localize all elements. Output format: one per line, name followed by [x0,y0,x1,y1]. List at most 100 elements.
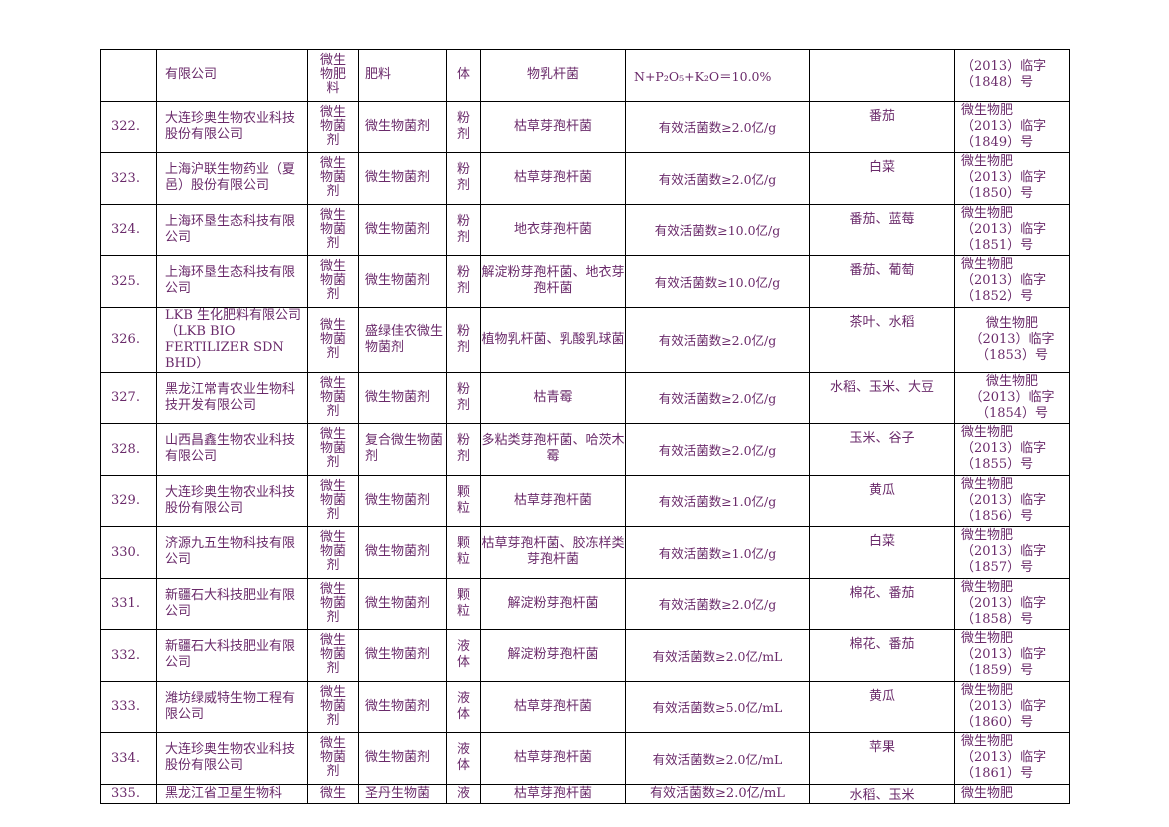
company-name: 大连珍奥生物农业科技股份有限公司 [165,110,296,142]
cell-strain: 枯青霉 [480,371,626,424]
category-line: 物菌 [319,647,346,663]
form-line: 粉 [456,381,470,397]
cell-product: 微生物菌剂 [358,152,447,205]
cell-form: 液体 [446,629,481,682]
cert-line: （2013）临字 [961,750,1047,766]
cert-line: （1858）号 [961,611,1034,627]
cell-indicator: 有效活菌数≥2.0亿/g [625,423,810,476]
cert-line: 微生物肥 [961,734,1014,750]
cert-line: （1860）号 [961,714,1034,730]
table-row: 331. 新疆石大科技肥业有限公司 微生 物菌剂微生物菌剂颗粒解淀粉芽孢杆菌 有效活菌数… [100,577,1070,630]
category-line: 剂 [326,455,340,471]
form-line: 粒 [456,500,470,516]
cell-product: 肥料 [358,49,447,102]
cell-category: 微生 物菌剂 [307,255,359,308]
form-line: 粉 [456,433,470,449]
cert-line: 微生物肥 [961,682,1014,698]
cell-category: 微生 物菌剂 [307,680,359,733]
cert-line: （1856）号 [961,508,1034,524]
indicator-text: 有效活菌数≥10.0亿/g [654,223,781,239]
company-name: LKB 生化肥料有限公司（LKB BIO FERTILIZER SDN BHD） [165,307,302,371]
company-name: 黑龙江省卫星生物科 [165,786,283,801]
cell-no: 331. [100,577,157,630]
indicator-text: 有效活菌数≥2.0亿/g [658,391,777,407]
category-line: 物菌 [319,221,346,237]
cert-line: 微生物肥 [985,315,1038,331]
cell-no: 328. [100,423,157,476]
cell-product: 微生物菌剂 [358,680,447,733]
cert-line: （1857）号 [961,560,1034,576]
cell-category: 微生 物菌剂 [307,577,359,630]
form-line: 液 [456,690,470,706]
category-line: 微生 [319,633,346,649]
company-name: 黑龙江常青农业生物科技开发有限公司 [165,381,296,413]
cell-strain: 植物乳杆菌、乳酸乳球菌 [480,306,626,373]
cell-category: 微生 物菌剂 [307,423,359,476]
category-line: 微生 [319,207,346,223]
cell-company: 潍坊绿威特生物工程有限公司 [156,680,308,733]
form-line: 粒 [456,603,470,619]
cell-product: 微生物菌剂 [358,255,447,308]
product-name: 微生物菌剂 [365,544,431,560]
category-line: 微生 [319,53,346,69]
cell-no: 324. [100,203,157,256]
row-number: 327. [111,390,140,406]
cell-no: 335. [100,783,157,804]
cell-crop: 玉米、谷子 [809,423,955,476]
indicator-text: 有效活菌数≥2.0亿/g [658,120,777,136]
cell-product: 圣丹生物菌 [358,783,447,804]
cert-line: 微生物肥 [961,257,1014,273]
category-line: 剂 [326,132,340,148]
cell-category: 微生 物菌剂 [307,152,359,205]
category-line: 物菌 [319,118,346,134]
cell-form: 颗粒 [446,577,481,630]
table-row: 329. 大连珍奥生物农业科技股份有限公司 微生 物菌剂微生物菌剂颗粒枯草芽孢杆菌 有效… [100,474,1070,527]
form-line: 粉 [456,265,470,281]
cell-category: 微生 物菌剂 [307,203,359,256]
row-number: 331. [111,596,140,612]
form-line: 粉 [456,323,470,339]
cell-company: LKB 生化肥料有限公司（LKB BIO FERTILIZER SDN BHD） [156,306,308,373]
cell-product: 复合微生物菌剂 [358,423,447,476]
cert-line: （2013）临字 [969,389,1055,405]
cell-indicator: 有效活菌数≥2.0亿/mL [625,732,810,785]
company-name: 济源九五生物科技有限公司 [165,536,296,568]
row-number: 325. [111,273,140,289]
category-line: 剂 [326,287,340,303]
crop-text: 茶叶、水稻 [849,314,915,330]
strain-name: 枯草芽孢杆菌 [513,118,592,134]
cell-indicator: 有效活菌数≥2.0亿/g [625,371,810,424]
product-name: 盛绿佳农微生物菌剂 [365,323,444,355]
cell-strain: 枯草芽孢杆菌 [480,732,626,785]
row-number: 324. [111,222,140,238]
cert-line: （2013）临字 [961,647,1047,663]
cell-cert: 微生物肥 （2013）临字 （1849）号 [954,100,1070,153]
category-line: 微生 [319,259,346,275]
cell-form: 液体 [446,732,481,785]
cell-cert: （2013）临字 （1848）号 [954,49,1070,102]
cell-company: 有限公司 [156,49,308,102]
product-name: 微生物菌剂 [365,492,431,508]
cell-product: 盛绿佳农微生物菌剂 [358,306,447,373]
company-name: 大连珍奥生物农业科技股份有限公司 [165,742,296,774]
cell-category: 微生 物菌剂 [307,100,359,153]
product-name: 微生物菌剂 [365,273,431,289]
cell-company: 济源九五生物科技有限公司 [156,526,308,579]
indicator-text: 有效活菌数≥5.0亿/mL [652,700,783,716]
crop-text: 番茄、葡萄 [849,263,915,278]
category-line: 物菌 [319,441,346,457]
row-number: 333. [111,699,140,715]
category-line: 剂 [326,558,340,574]
product-name: 微生物菌剂 [365,647,431,663]
cell-crop: 番茄、葡萄 [809,255,955,308]
cell-crop: 水稻、玉米 [809,783,955,804]
cert-line: 微生物肥 [961,786,1014,801]
strain-name: 解淀粉芽孢杆菌、地衣芽孢杆菌 [481,265,625,297]
strain-name: 枯草芽孢杆菌 [513,492,592,508]
cell-no: 325. [100,255,157,308]
cell-form: 颗粒 [446,526,481,579]
form-line: 粉 [456,162,470,178]
cert-line: 微生物肥 [961,631,1014,647]
cell-cert: 微生物肥 （2013）临字 （1854）号 [954,371,1070,424]
cert-line: （2013）临字 [961,492,1047,508]
